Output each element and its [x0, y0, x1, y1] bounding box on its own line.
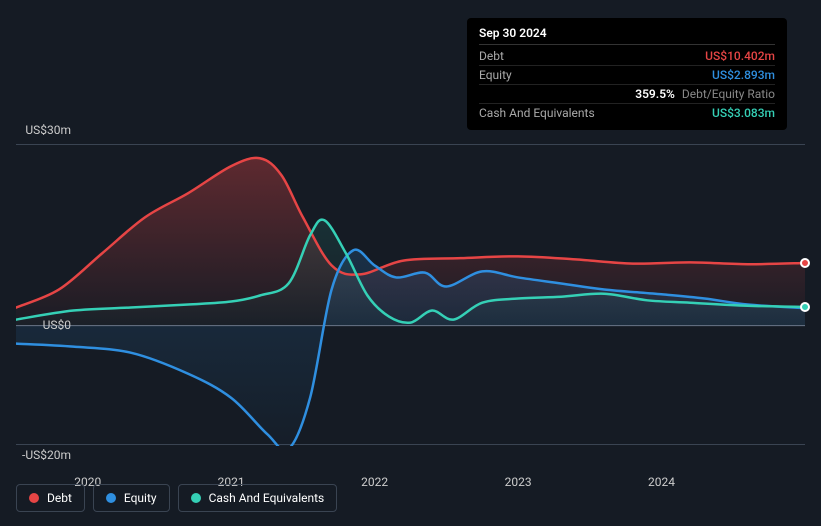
y-axis-label: US$0 — [43, 318, 71, 332]
legend-label: Debt — [47, 491, 72, 505]
chart-legend: Debt Equity Cash And Equivalents — [16, 484, 337, 512]
tooltip-row: Equity US$2.893m — [479, 66, 775, 85]
tooltip-row: 359.5% Debt/Equity Ratio — [479, 85, 775, 104]
legend-swatch-icon — [29, 493, 39, 503]
end-marker-cash — [800, 302, 810, 312]
tooltip-row-label: Debt — [479, 49, 504, 63]
x-axis-label: 2022 — [361, 475, 388, 489]
tooltip-row-label: Equity — [479, 68, 512, 82]
legend-item[interactable]: Cash And Equivalents — [178, 484, 338, 512]
tooltip-row-label: Cash And Equivalents — [479, 106, 595, 120]
legend-label: Cash And Equivalents — [209, 491, 325, 505]
legend-swatch-icon — [106, 493, 116, 503]
y-axis-label: US$30m — [25, 123, 71, 137]
tooltip-ratio: 359.5% Debt/Equity Ratio — [635, 87, 775, 101]
x-axis-label: 2024 — [648, 475, 675, 489]
chart-tooltip: Sep 30 2024 Debt US$10.402m Equity US$2.893… — [467, 18, 787, 130]
tooltip-ratio-label: Debt/Equity Ratio — [679, 87, 775, 101]
legend-swatch-icon — [191, 493, 201, 503]
chart-area: US$30mUS$0-US$20m20202021202220232024 — [16, 122, 805, 467]
legend-label: Equity — [124, 491, 157, 505]
chart-svg — [16, 145, 805, 446]
tooltip-row: Cash And Equivalents US$3.083m — [479, 104, 775, 122]
legend-item[interactable]: Debt — [16, 484, 85, 512]
end-marker-debt — [800, 258, 810, 268]
tooltip-row: Debt US$10.402m — [479, 47, 775, 66]
tooltip-ratio-value: 359.5% — [635, 87, 675, 101]
tooltip-row-value: US$2.893m — [712, 68, 775, 82]
tooltip-rows: Debt US$10.402m Equity US$2.893m 359.5% Debt… — [479, 47, 775, 122]
y-axis-label: -US$20m — [22, 448, 71, 462]
legend-item[interactable]: Equity — [93, 484, 170, 512]
x-axis-label: 2023 — [505, 475, 532, 489]
tooltip-date: Sep 30 2024 — [479, 26, 775, 45]
tooltip-row-value: US$10.402m — [705, 49, 775, 63]
tooltip-row-value: US$3.083m — [712, 106, 775, 120]
plot-area[interactable] — [16, 144, 805, 445]
